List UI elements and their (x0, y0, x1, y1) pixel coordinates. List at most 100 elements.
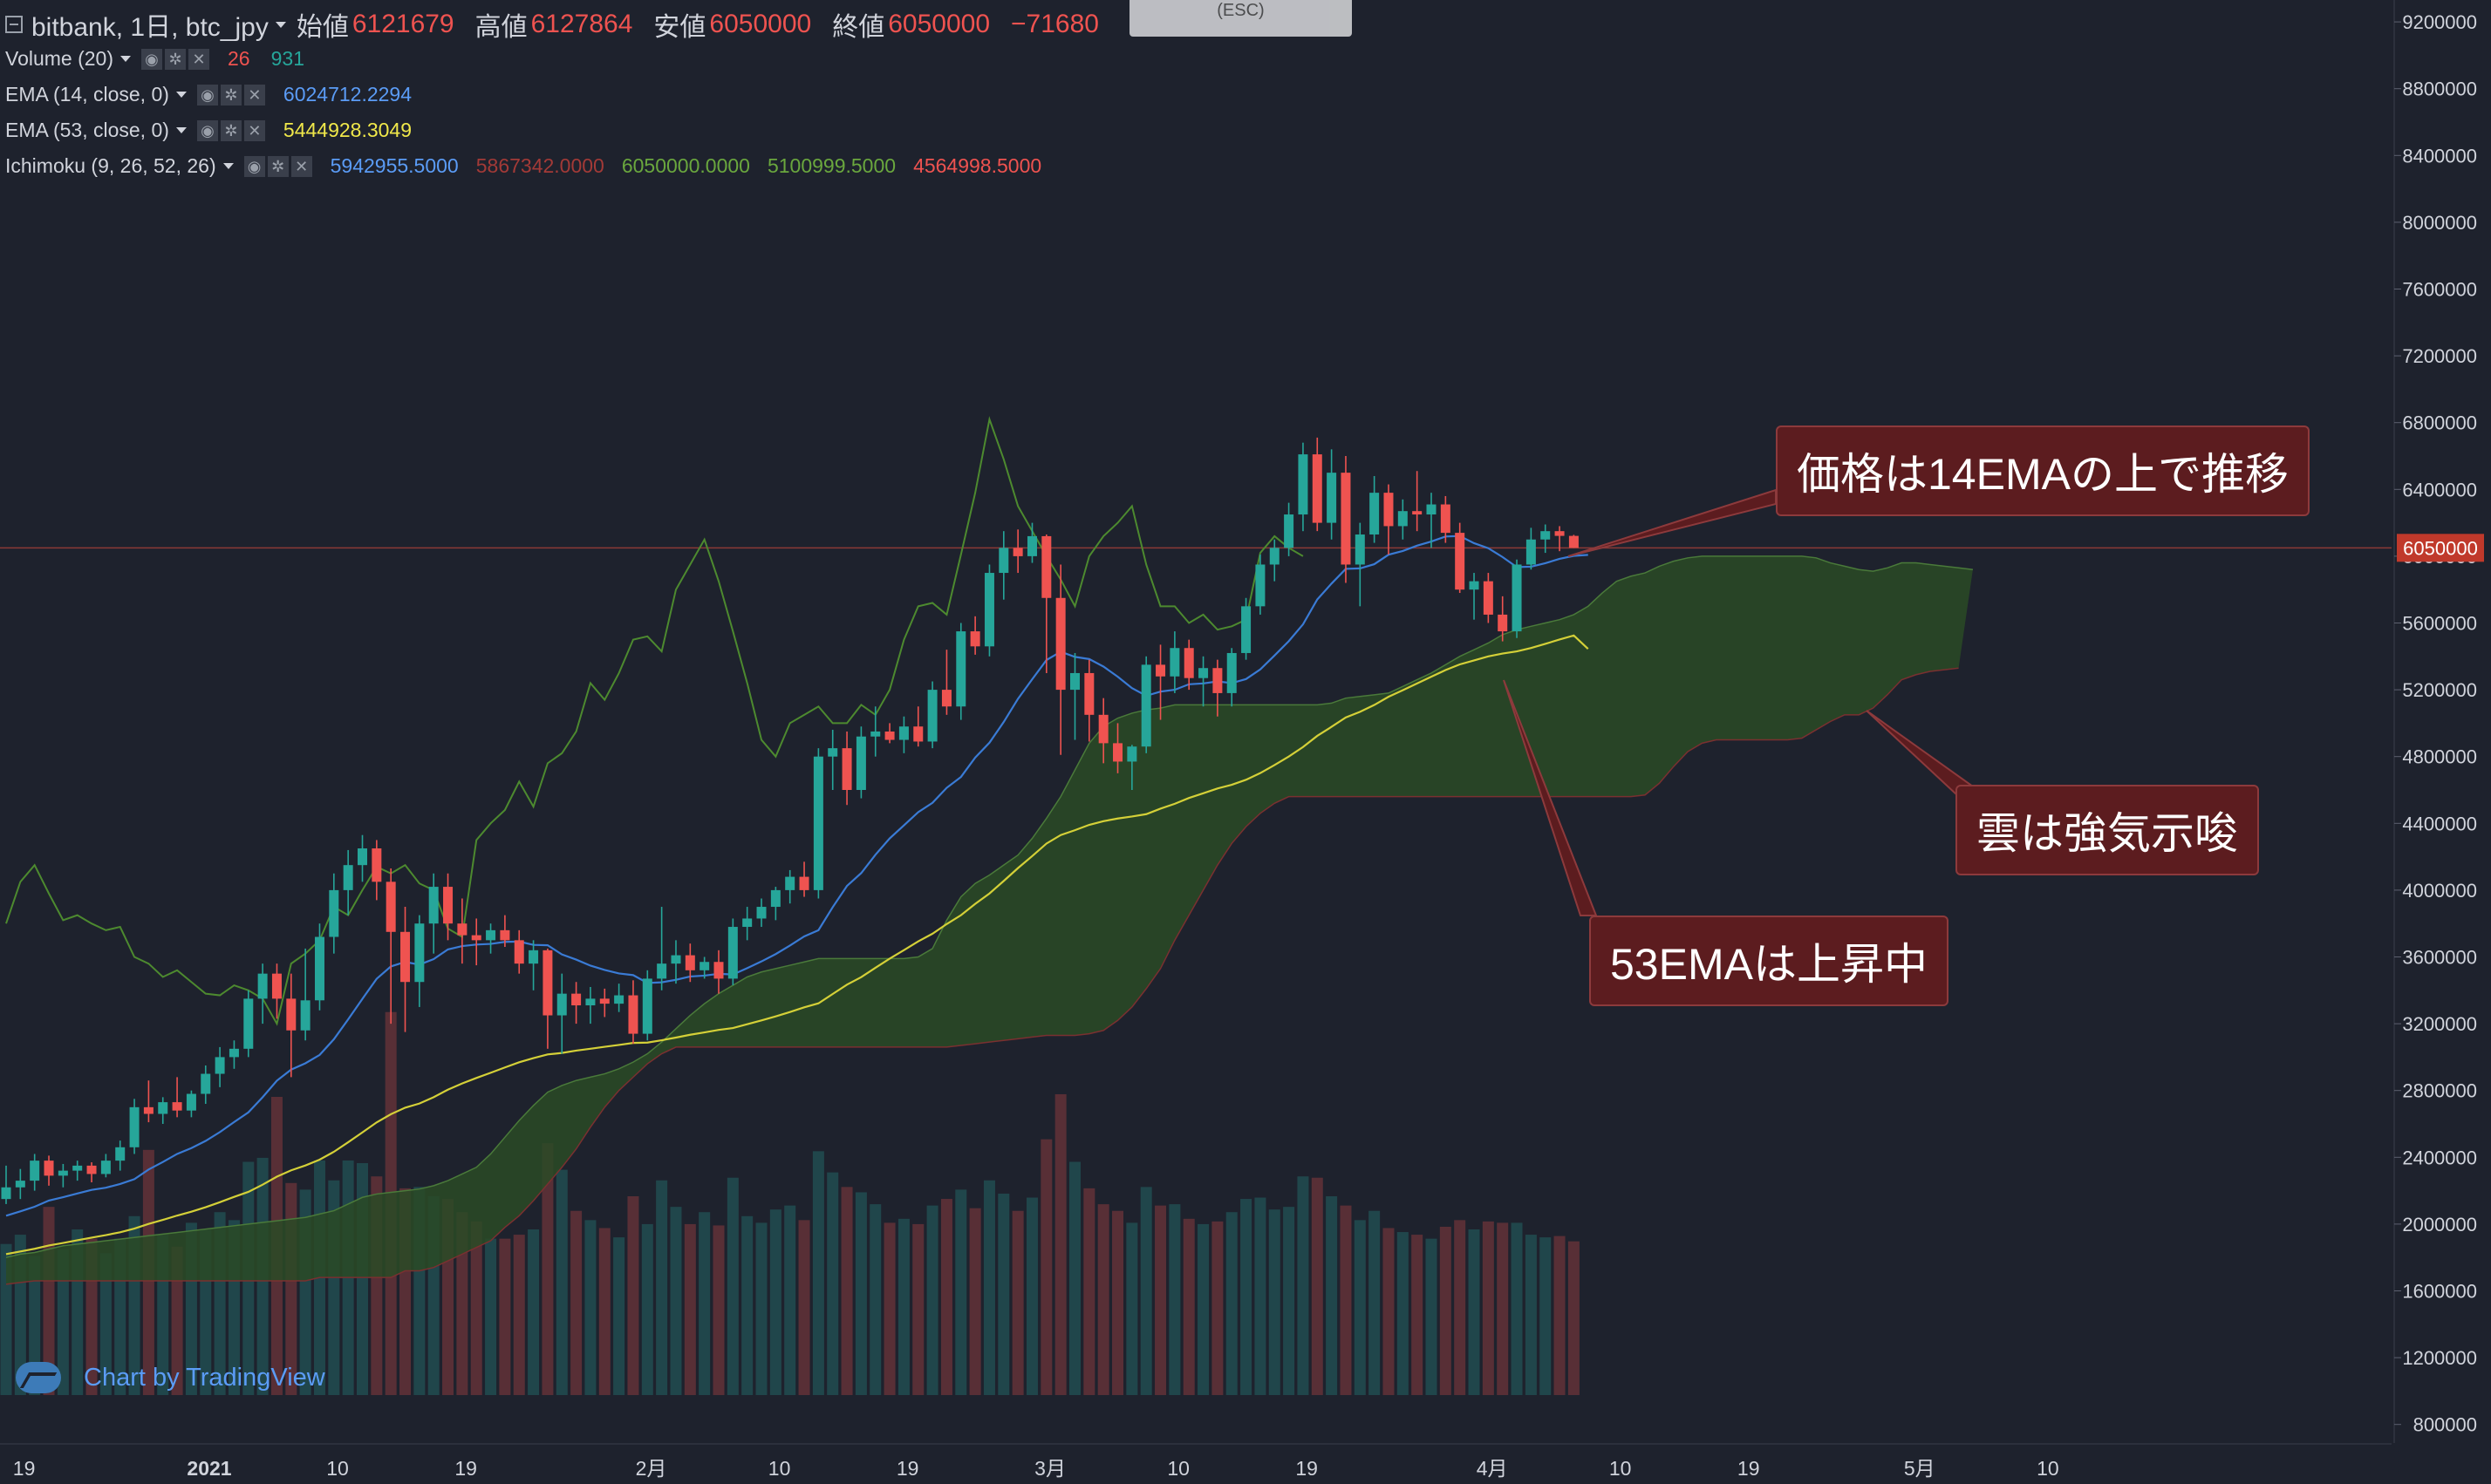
volume-bar (1254, 1197, 1266, 1395)
candle-body (314, 936, 324, 1001)
time-tick-label: 19 (454, 1457, 477, 1480)
chikou-span-line (5, 416, 1304, 1026)
time-axis: 19 2021 10 19 2月 10 19 3月 10 19 4月 10 19 5月 10 (0, 1443, 2392, 1480)
volume-bar (1539, 1237, 1552, 1395)
symbol-header: bitbank, 1日, btc_jpy 始値 6121679 高値 61278… (5, 5, 1120, 44)
candle-body (927, 690, 938, 742)
chevron-down-icon[interactable] (175, 92, 187, 98)
annotation-ema53-rising[interactable]: 53EMAは上昇中 (1589, 916, 1948, 1006)
last-price-label: 6050000 (2403, 537, 2478, 559)
eye-icon[interactable]: ◉ (196, 84, 218, 106)
volume-label[interactable]: Volume (20) (5, 47, 114, 70)
chevron-down-icon[interactable] (120, 56, 132, 62)
candle-body (15, 1181, 25, 1188)
candle-body (671, 955, 681, 964)
close-icon[interactable]: ✕ (290, 155, 312, 177)
candle-body (628, 995, 638, 1034)
candle-body (1198, 668, 1209, 678)
candle-body (172, 1102, 182, 1111)
price-tick-label: 8000000 (2402, 212, 2477, 234)
candle-body (1440, 504, 1450, 534)
price-tick-label: 2000000 (2402, 1214, 2477, 1236)
volume-bar (556, 1169, 568, 1395)
volume-bar (969, 1208, 981, 1395)
eye-icon[interactable]: ◉ (243, 155, 265, 177)
price-tick-label: 5200000 (2402, 679, 2477, 701)
fullscreen-exit-popup[interactable]: (ESC) (1129, 0, 1352, 37)
candle-body (1554, 531, 1565, 536)
chevron-down-icon[interactable] (222, 163, 234, 169)
volume-value-2: 931 (270, 47, 304, 70)
volume-bar (1411, 1235, 1423, 1395)
candle-body (457, 923, 467, 936)
volume-bar (613, 1237, 625, 1395)
ichimoku-label[interactable]: Ichimoku (9, 26, 52, 26) (5, 154, 216, 177)
candle-body (742, 918, 753, 928)
price-tick-label: 7600000 (2402, 279, 2477, 301)
gear-icon[interactable]: ✲ (220, 119, 242, 141)
volume-bar (456, 1212, 468, 1395)
gear-icon[interactable]: ✲ (220, 84, 242, 106)
candle-body (343, 865, 353, 890)
ema14-label[interactable]: EMA (14, close, 0) (5, 83, 169, 106)
volume-bar (812, 1151, 824, 1395)
volume-bar (955, 1189, 967, 1395)
volume-bar (171, 1246, 183, 1395)
candle-body (1070, 672, 1080, 691)
volume-bar (1012, 1210, 1024, 1395)
annotation-cloud-bullish[interactable]: 雲は強気示唆 (1955, 785, 2259, 875)
candle-body (842, 748, 852, 790)
candle-body (657, 963, 667, 979)
indicator-volume[interactable]: Volume (20) ◉ ✲ ✕ 26 931 (5, 47, 315, 71)
volume-bar (1041, 1139, 1053, 1395)
candle-body (956, 631, 966, 707)
volume-bar (784, 1205, 796, 1395)
close-icon[interactable]: ✕ (243, 119, 265, 141)
volume-bar (1283, 1207, 1295, 1395)
eye-icon[interactable]: ◉ (196, 119, 218, 141)
candle-body (543, 950, 553, 1016)
volume-bar (584, 1220, 597, 1395)
ema53-line (5, 634, 1589, 1256)
eye-icon[interactable]: ◉ (141, 48, 163, 70)
candle-body (1170, 648, 1180, 677)
tradingview-watermark[interactable]: Chart by TradingView (16, 1362, 325, 1393)
candle-body (1156, 664, 1166, 677)
collapse-legend-icon[interactable] (5, 16, 23, 33)
gear-icon[interactable]: ✲ (165, 48, 187, 70)
price-tick-label: 2400000 (2402, 1147, 2477, 1168)
candle-body (614, 995, 624, 1004)
chevron-down-icon[interactable] (275, 21, 286, 28)
cloud-lower-edge (5, 667, 1959, 1285)
close-icon[interactable]: ✕ (243, 84, 265, 106)
time-tick-label: 2021 (187, 1457, 231, 1480)
volume-bar (827, 1172, 839, 1395)
candle-body (1455, 533, 1465, 590)
close-icon[interactable]: ✕ (188, 48, 210, 70)
candle-body (941, 690, 952, 707)
annotation-price-above-ema14[interactable]: 価格は14EMAの上で推移 (1776, 425, 2310, 516)
ema53-label[interactable]: EMA (53, close, 0) (5, 119, 169, 141)
time-tick-label: 10 (1609, 1457, 1632, 1480)
candle-body (58, 1170, 68, 1176)
chevron-down-icon[interactable] (175, 127, 187, 133)
volume-bar (983, 1180, 995, 1395)
candle-body (1469, 581, 1479, 590)
volume-bar (598, 1228, 611, 1395)
symbol-title[interactable]: bitbank, 1日, btc_jpy (31, 13, 269, 42)
indicator-lines (0, 416, 2392, 1256)
low-label: 安値 (653, 13, 706, 42)
candle-body (1241, 606, 1252, 653)
volume-bar (1326, 1196, 1338, 1395)
indicator-ema53[interactable]: EMA (53, close, 0) ◉ ✲ ✕ 5444928.3049 (5, 119, 412, 142)
gear-icon[interactable]: ✲ (267, 155, 289, 177)
volume-bar (1183, 1218, 1195, 1395)
price-tick-label: 6400000 (2402, 479, 2477, 500)
candle-body (72, 1165, 83, 1171)
candle-body (585, 998, 596, 1006)
price-axis: 800000 1200000 1600000 2000000 2400000 280000… (2393, 0, 2484, 1443)
indicator-ema14[interactable]: EMA (14, close, 0) ◉ ✲ ✕ 6024712.2294 (5, 83, 412, 106)
indicator-ichimoku[interactable]: Ichimoku (9, 26, 52, 26) ◉ ✲ ✕ 5942955.5… (5, 154, 1041, 178)
connector-ema53 (1503, 679, 1598, 916)
